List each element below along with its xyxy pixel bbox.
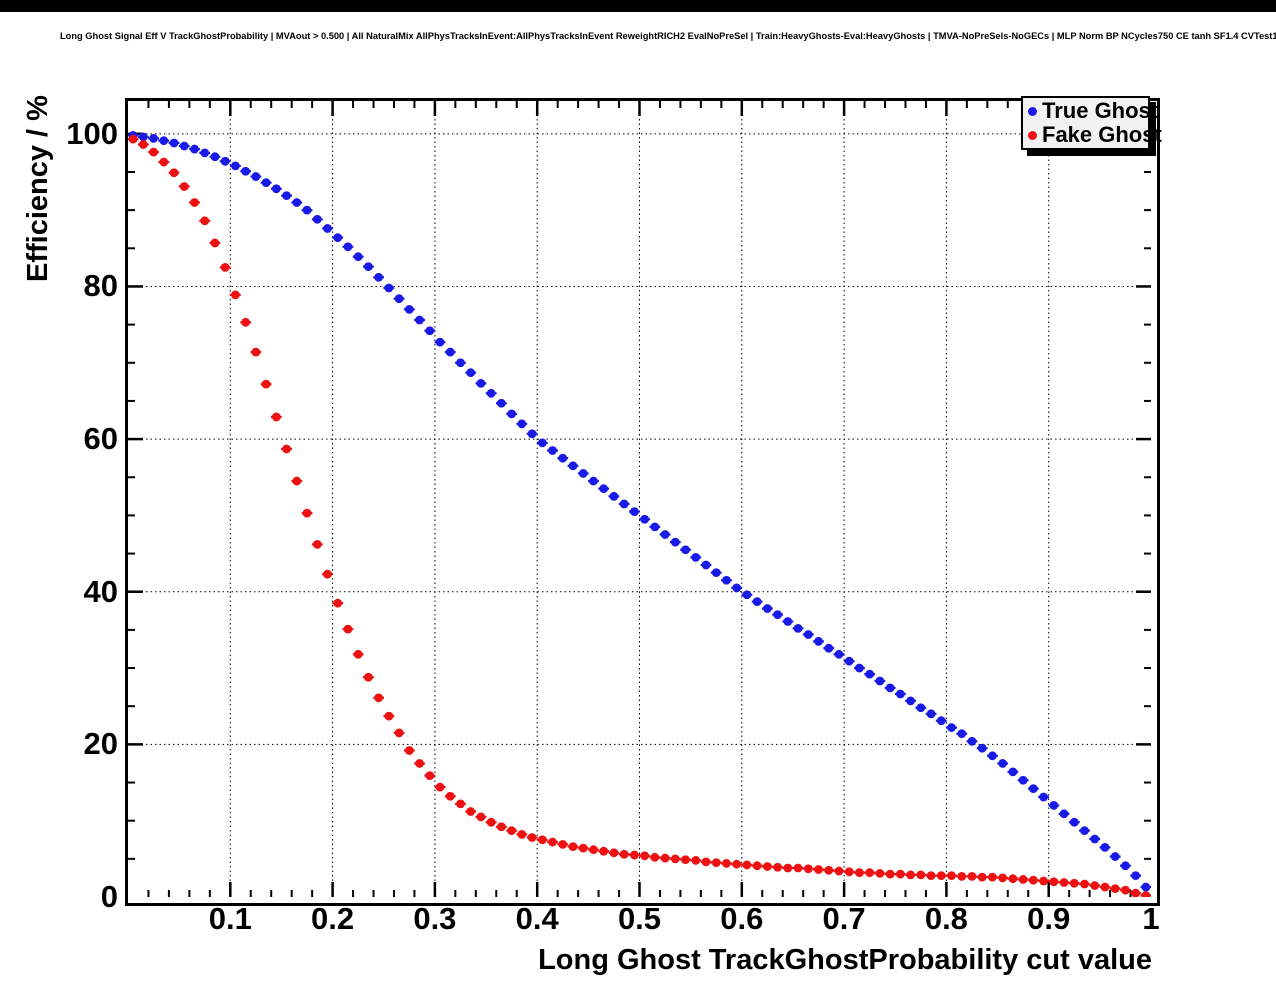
- legend-marker-icon: [1028, 106, 1037, 116]
- x-tick-label: 0.3: [413, 901, 457, 936]
- x-tick-label: 0.7: [822, 901, 866, 936]
- y-tick-label: 60: [83, 421, 118, 457]
- legend-item: True Ghost: [1025, 99, 1158, 123]
- x-tick-label: 1: [1142, 901, 1160, 936]
- legend-box: True Ghost Fake Ghost: [1021, 96, 1162, 150]
- y-tick-label: 100: [66, 115, 118, 151]
- y-tick-label: 80: [83, 268, 118, 304]
- y-tick-label: 0: [100, 879, 118, 914]
- x-axis-title: Long Ghost TrackGhostProbability cut val…: [538, 944, 1152, 976]
- canvas-top-border: [0, 0, 1276, 12]
- x-tick-label: 0.1: [208, 901, 252, 936]
- x-tick-label: 0.6: [720, 901, 764, 936]
- x-tick-label: 0.5: [617, 901, 662, 936]
- y-axis-title: Efficiency / %: [22, 95, 54, 282]
- legend-marker-icon: [1028, 130, 1037, 140]
- legend-item: Fake Ghost: [1025, 123, 1162, 147]
- legend-label: Fake Ghost: [1042, 122, 1162, 147]
- y-tick-label: 20: [83, 726, 118, 762]
- x-tick-label: 0.4: [515, 901, 559, 936]
- x-tick-label: 0.2: [311, 901, 355, 936]
- plot-svg: [128, 101, 1151, 897]
- x-tick-label: 0.9: [1027, 901, 1071, 936]
- legend-label: True Ghost: [1042, 98, 1159, 123]
- y-tick-label: 40: [83, 573, 118, 609]
- x-tick-label: 0.8: [924, 901, 968, 936]
- plot-frame: [125, 98, 1160, 906]
- plot-title: Long Ghost Signal Eff V TrackGhostProbab…: [60, 31, 1276, 41]
